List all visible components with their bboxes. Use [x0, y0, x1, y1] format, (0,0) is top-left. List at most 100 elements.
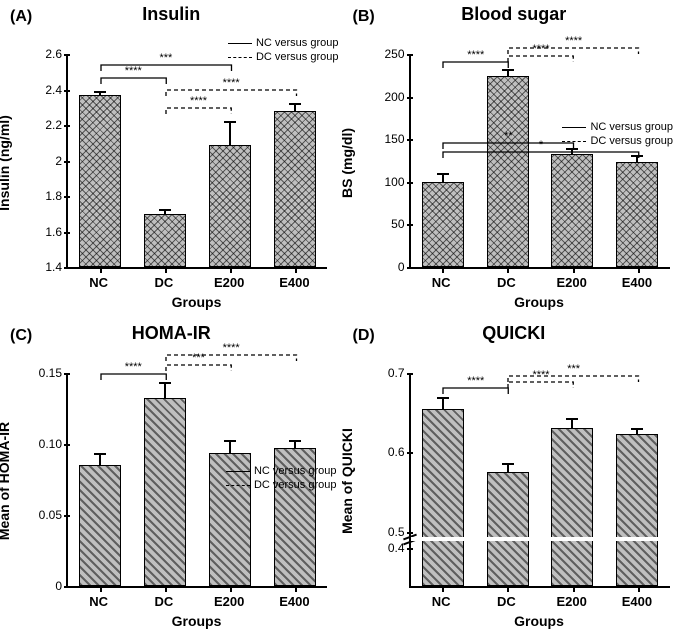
bar [551, 428, 593, 585]
bar-E400 [262, 111, 327, 267]
significance-label: ** [504, 130, 513, 142]
legend-row: DC versus group [228, 50, 339, 64]
significance-bracket: **** [101, 372, 166, 382]
x-tick [638, 586, 640, 592]
significance-label: *** [567, 363, 580, 375]
x-tick [165, 267, 167, 273]
y-tick: 0.05 [39, 508, 68, 522]
error-bar [229, 121, 231, 146]
legend-row: NC versus group [226, 464, 337, 478]
bar [616, 162, 658, 267]
y-tick: 1.4 [45, 260, 68, 274]
significance-label: **** [565, 35, 582, 47]
x-tick [638, 267, 640, 273]
x-labels: NCDCE200E400 [66, 275, 327, 290]
x-tick [165, 586, 167, 592]
y-tick: 0 [55, 579, 68, 593]
legend-text-solid: NC versus group [254, 464, 337, 478]
x-tick-label: NC [409, 594, 474, 609]
legend-row: DC versus group [226, 478, 337, 492]
chart-title: QUICKI [343, 323, 685, 344]
legend-line-dashed [562, 141, 586, 142]
bar-E200 [540, 428, 605, 585]
significance-bracket: *** [101, 63, 232, 73]
chart-title: Blood sugar [343, 4, 685, 25]
error-bar [229, 440, 231, 454]
legend-text-dashed: DC versus group [590, 134, 673, 148]
x-tick-label: DC [131, 594, 196, 609]
error-bar [442, 397, 444, 411]
x-labels: NCDCE200E400 [409, 594, 670, 609]
error-bar [99, 453, 101, 466]
x-labels: NCDCE200E400 [66, 594, 327, 609]
legend-line-dashed [228, 57, 252, 58]
bar [144, 214, 186, 267]
y-tick: 0 [398, 260, 411, 274]
figure-grid: (A)Insulin1.41.61.822.22.42.6***********… [0, 0, 685, 637]
x-axis-label: Groups [409, 613, 670, 629]
legend-text-dashed: DC versus group [254, 478, 337, 492]
y-tick: 1.8 [45, 189, 68, 203]
x-tick [230, 586, 232, 592]
significance-bracket: **** [508, 46, 639, 56]
significance-bracket: **** [166, 106, 231, 116]
bar [487, 472, 529, 585]
bar-DC [475, 76, 540, 267]
bar-DC [133, 398, 198, 585]
error-bar [294, 440, 296, 449]
x-tick [100, 586, 102, 592]
bar-NC [68, 465, 133, 586]
legend-line-solid [228, 43, 252, 44]
bar [422, 409, 464, 585]
x-tick-label: E400 [604, 594, 669, 609]
y-axis-label: Mean of QUICKI [339, 428, 355, 534]
bar [551, 154, 593, 267]
bar [274, 111, 316, 267]
x-axis-label: Groups [66, 294, 327, 310]
significance-bracket: **** [166, 353, 297, 363]
chart-title: HOMA-IR [0, 323, 343, 344]
bar [422, 182, 464, 267]
legend-line-solid [226, 471, 250, 472]
legend-row: NC versus group [562, 120, 673, 134]
y-tick: 100 [384, 175, 410, 189]
chart-area: 1.41.61.822.22.42.6*************** [66, 56, 327, 269]
x-tick [507, 267, 509, 273]
x-axis-label: Groups [409, 294, 670, 310]
bar-NC [411, 409, 476, 585]
significance-label: **** [223, 342, 240, 354]
y-axis-label: Insulin (ng/ml) [0, 115, 12, 211]
bar-NC [411, 182, 476, 267]
significance-label: * [539, 139, 543, 151]
error-bar [164, 382, 166, 399]
bar-E400 [605, 162, 670, 267]
y-tick: 2.2 [45, 118, 68, 132]
bar [616, 434, 658, 585]
chart-area: 050100150200250*************** [409, 56, 670, 269]
y-tick: 200 [384, 90, 410, 104]
significance-label: *** [159, 52, 172, 64]
significance-bracket: **** [443, 60, 508, 70]
error-bar [442, 173, 444, 183]
error-bar [164, 209, 166, 214]
y-tick: 50 [391, 217, 410, 231]
axis-break-gap [411, 537, 670, 541]
legend: NC versus groupDC versus group [228, 36, 339, 65]
legend-text-solid: NC versus group [256, 36, 339, 50]
bar-E400 [605, 434, 670, 585]
bar [487, 76, 529, 267]
bar [79, 95, 121, 267]
legend-line-dashed [226, 485, 250, 486]
x-tick-label: NC [409, 275, 474, 290]
y-axis-label: Mean of HOMA-IR [0, 422, 12, 540]
panel-blood-sugar: (B)Blood sugar050100150200250***********… [343, 0, 685, 319]
x-tick-label: NC [66, 275, 131, 290]
x-tick-label: DC [474, 275, 539, 290]
y-tick: 0.15 [39, 366, 68, 380]
significance-label: **** [223, 77, 240, 89]
x-tick-label: NC [66, 594, 131, 609]
error-bar [507, 463, 509, 473]
significance-bracket: * [443, 150, 639, 160]
y-tick: 0.6 [388, 445, 411, 459]
x-tick-label: E200 [197, 594, 262, 609]
